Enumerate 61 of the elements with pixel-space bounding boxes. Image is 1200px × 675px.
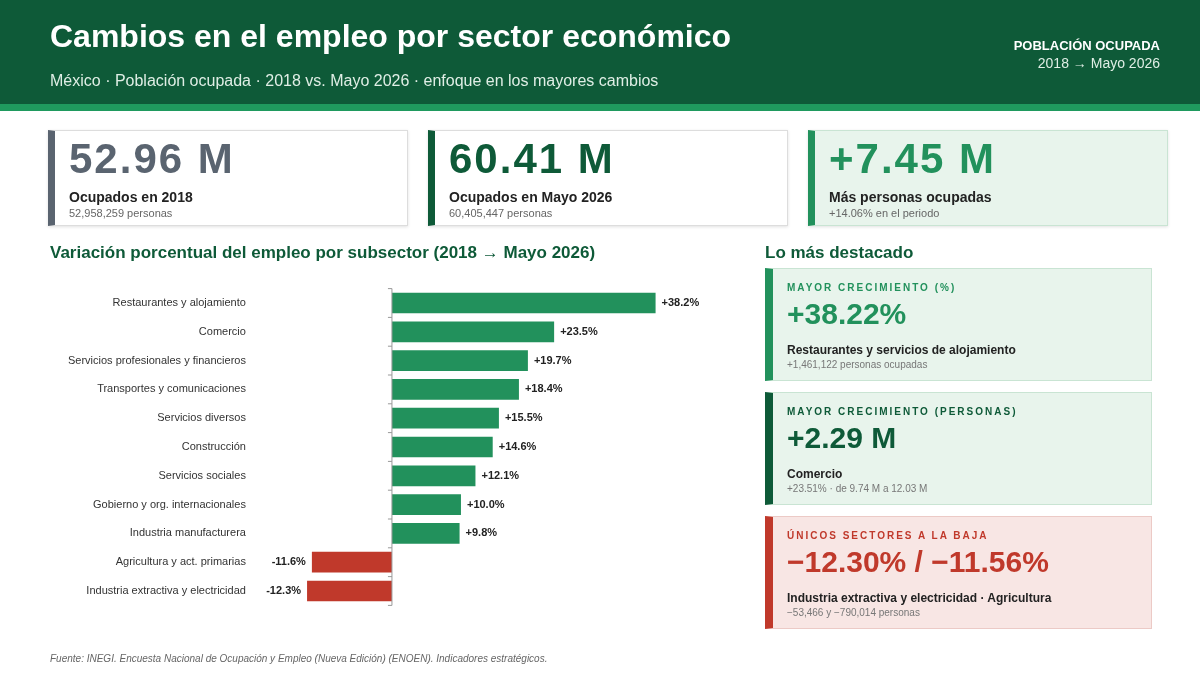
text: +38.22% [787,297,907,331]
y-tick-label: Servicios diversos [157,411,247,424]
y-tick-label: Servicios sociales [158,468,247,481]
y-tick-label: Comercio [198,324,246,337]
y-tick-label: Construcción [181,440,246,453]
data-label: +15.5% [504,411,543,424]
text: +23.51% · de 9.74 M a 12.03 M [787,483,928,494]
bar [391,379,519,400]
bar [391,321,555,343]
data-label: +18.4% [524,382,563,395]
bar [391,407,499,429]
data-label: +14.6% [498,440,537,453]
text: +7.45 M [829,135,996,183]
chart-title: Variación porcentual del empleo por subsector (2018 → Mayo 2026) [50,243,596,263]
data-label: +23.5% [560,324,598,337]
data-label: -11.6% [271,555,307,568]
y-tick-label: Servicios profesionales y financieros [68,353,247,366]
data-label: +12.1% [481,468,520,481]
bar [391,292,656,314]
bar [307,580,392,602]
data-label: +10.0% [466,497,505,510]
data-label: +9.8% [465,526,498,539]
source-note: Fuente: INEGI. Encuesta Nacional de Ocupación y Empleo (Nueva Edición) (ENOEN). Indicadores estratégicos. [50,653,548,664]
y-tick-label: Restaurantes y alojamiento [112,296,246,309]
bar [391,436,493,458]
text: Restaurantes y servicios de alojamiento [787,343,1016,357]
text: +14.06% en el periodo [829,207,940,219]
y-tick-label: Industria manufacturera [129,526,247,539]
text: 2018 → Mayo 2026 [1037,55,1160,71]
text: 60.41 M [449,135,615,183]
text: −12.30% / −11.56% [787,545,1049,579]
y-tick-label: Gobierno y org. internacionales [93,497,247,510]
y-tick-label: Industria extractiva y electricidad [86,584,246,597]
text: Cambios en el empleo por sector económico [50,18,732,55]
text: −53,466 y −790,014 personas [787,607,920,618]
text: 60,405,447 personas [449,207,553,219]
text: México · Población ocupada · 2018 vs. Mayo 2026 · enfoque en los mayores cambios [50,72,659,90]
data-label: -12.3% [266,584,302,597]
bar [391,494,461,515]
text: Ocupados en Mayo 2026 [449,189,613,205]
text: Más personas ocupadas [829,189,992,205]
text: Lo más destacado [765,243,914,263]
bar [391,523,460,544]
text: MAYOR CRECIMIENTO (%) [787,282,957,293]
data-label: +19.7% [533,353,572,366]
text: +1,461,122 personas ocupadas [787,359,928,370]
bar [391,350,528,371]
y-tick-label: Agricultura y act. primarias [115,555,247,568]
text: Industria extractiva y electricidad · Agricultura [787,591,1052,605]
text: POBLACIÓN OCUPADA [1013,38,1160,53]
y-tick-label: Transportes y comunicaciones [97,382,247,395]
text: Comercio [787,467,843,481]
bar [391,465,476,487]
text: ÚNICOS SECTORES A LA BAJA [787,530,989,541]
text: MAYOR CRECIMIENTO (PERSONAS) [787,406,1018,417]
data-label: +38.2% [661,296,700,309]
text: 52,958,259 personas [69,207,173,219]
text: +2.29 M [787,421,897,455]
text: Ocupados en 2018 [69,189,193,205]
text: 52.96 M [69,135,235,183]
bar [311,551,392,573]
